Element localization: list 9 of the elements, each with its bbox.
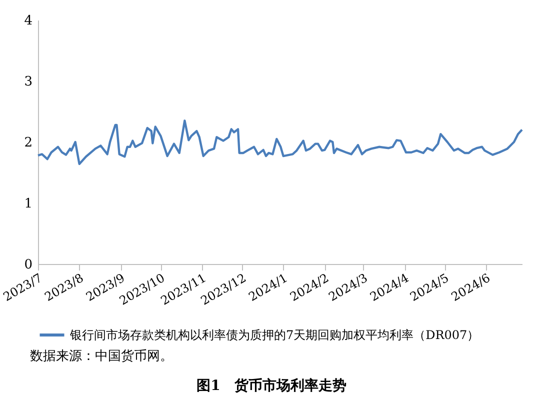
source-note: 数据来源：中国货币网。 [30, 348, 174, 365]
y-tick-label: 1 [24, 196, 32, 212]
text: 图1 货币市场利率走势 [196, 377, 348, 395]
line-series [36, 120, 524, 166]
y-tick-label: 2 [24, 136, 32, 150]
y-tick-label: 0 [24, 258, 32, 272]
y-tick-label: 4 [24, 14, 32, 28]
y-tick-label: 3 [24, 74, 32, 90]
legend-label: 银行间市场存款类机构以利率债为质押的7天期回购加权平均利率（DR007） [69, 328, 480, 342]
